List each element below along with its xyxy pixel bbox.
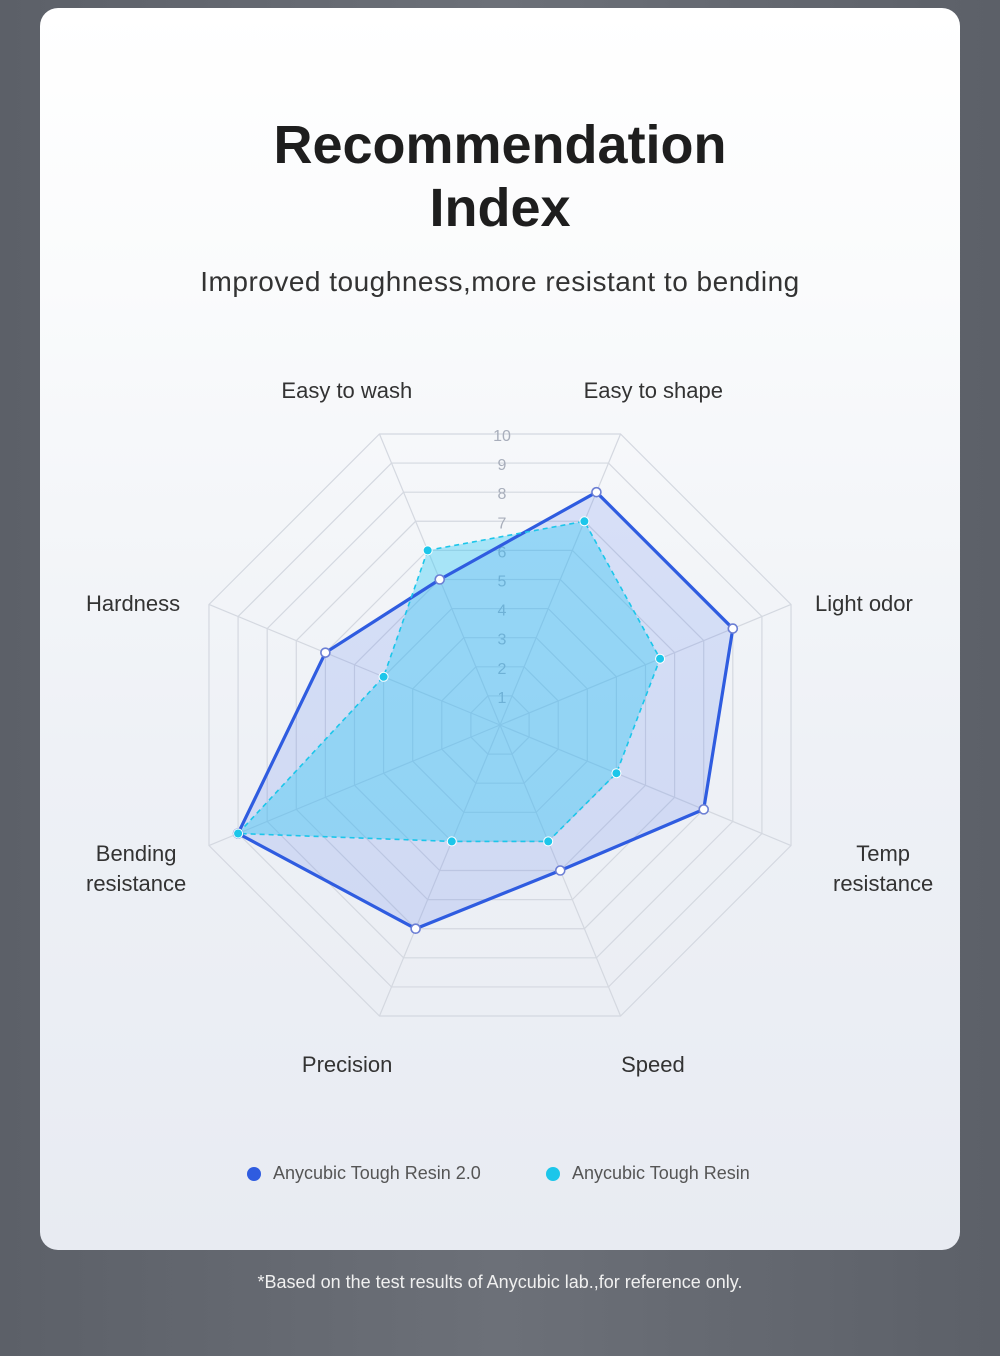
axis-label-temp-resistance: Temp resistance <box>833 841 934 896</box>
legend-item-series-1: Anycubic Tough Resin 2.0 <box>247 1163 481 1184</box>
series-1-point-5 <box>554 865 566 876</box>
tick-label-5: 5 <box>498 573 507 590</box>
series-1-point-1 <box>434 574 446 585</box>
tick-label-2: 2 <box>498 661 507 678</box>
series-2-point-7 <box>233 828 244 839</box>
legend: Anycubic Tough Resin 2.0 Anycubic Tough … <box>40 1163 960 1193</box>
series-1-area <box>238 492 733 929</box>
axis-label-easy-to-shape: Easy to shape <box>583 378 723 403</box>
tick-label-6: 6 <box>498 544 507 561</box>
chart-title: Recommendation Index <box>40 114 960 240</box>
series-2-point-4 <box>611 768 622 779</box>
axis-label-light-odor: Light odor <box>815 591 913 616</box>
legend-item-series-2: Anycubic Tough Resin <box>546 1163 750 1184</box>
tick-label-4: 4 <box>498 603 507 620</box>
axis-label-bending-resistance: Bending resistance <box>86 841 187 896</box>
series-2-point-6 <box>446 836 457 847</box>
series-2-area <box>238 521 661 842</box>
chart-subtitle: Improved toughness,more resistant to ben… <box>200 266 800 297</box>
title-line-2: Index <box>429 178 571 238</box>
series-1-point-2 <box>591 486 602 498</box>
series-1-point-4 <box>698 804 710 815</box>
title-line-1: Recommendation <box>273 115 727 175</box>
tick-label-1: 1 <box>498 690 507 707</box>
legend-marker-series-1 <box>247 1166 261 1181</box>
axis-label-speed: Speed <box>621 1052 685 1077</box>
grid-spoke-7 <box>208 724 501 847</box>
tick-label-8: 8 <box>498 486 507 503</box>
series-1-point-8 <box>320 647 331 658</box>
legend-marker-series-2 <box>546 1166 560 1181</box>
tick-label-3: 3 <box>498 632 507 649</box>
grid-spoke-8 <box>208 603 501 726</box>
series-2-point-8 <box>378 671 389 682</box>
axis-label-easy-to-wash: Easy to wash <box>281 378 413 403</box>
axis-label-precision: Precision <box>301 1052 393 1077</box>
grid-spoke-4 <box>499 724 792 847</box>
chart-card: Recommendation Index Improved toughness,… <box>40 8 960 1250</box>
axis-label-hardness: Hardness <box>86 591 181 616</box>
footnote: *Based on the test results of Anycubic l… <box>257 1272 743 1292</box>
grid-spoke-6 <box>378 724 501 1017</box>
legend-label-series-1: Anycubic Tough Resin 2.0 <box>273 1163 481 1183</box>
radar-chart: 1 2 3 4 5 6 7 8 9 10 <box>208 428 792 1017</box>
grid-spoke-2 <box>499 433 622 726</box>
tick-label-9: 9 <box>498 457 507 474</box>
tick-label-7: 7 <box>498 515 507 532</box>
grid-spoke-3 <box>499 603 792 726</box>
tick-label-10: 10 <box>493 428 511 445</box>
series-2-point-5 <box>543 836 554 847</box>
series-2-point-3 <box>655 653 666 664</box>
series-2-point-1 <box>422 545 433 556</box>
series-2-point-2 <box>579 516 590 527</box>
series-1-point-3 <box>727 623 739 634</box>
series-1-point-6 <box>410 923 421 935</box>
legend-label-series-2: Anycubic Tough Resin <box>572 1163 750 1183</box>
